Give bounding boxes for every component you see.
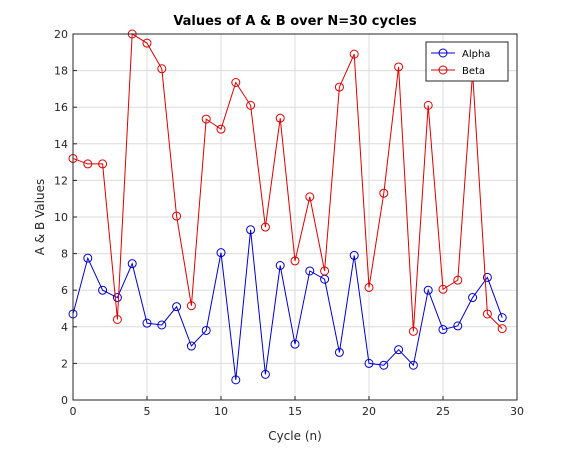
- data-point-beta: [349, 49, 359, 59]
- series-beta: [68, 29, 507, 336]
- data-point-alpha: [438, 325, 448, 335]
- legend-box: [425, 41, 509, 82]
- data-point-beta: [142, 38, 152, 48]
- data-point-alpha: [142, 318, 152, 328]
- data-point-alpha: [112, 293, 122, 303]
- data-point-beta: [231, 77, 241, 87]
- data-point-alpha: [260, 369, 270, 379]
- data-point-alpha: [497, 313, 507, 323]
- data-point-beta: [98, 159, 108, 169]
- legend-label: Alpha: [462, 49, 490, 60]
- legend-item-alpha: Alpha: [431, 48, 490, 60]
- data-point-alpha: [394, 345, 404, 355]
- data-point-beta: [364, 282, 374, 292]
- data-point-alpha: [334, 347, 344, 357]
- x-tick-label: 20: [362, 405, 376, 418]
- data-point-alpha: [423, 285, 433, 295]
- data-point-beta: [112, 314, 122, 324]
- data-point-beta: [290, 256, 300, 266]
- data-point-beta: [216, 124, 226, 134]
- data-point-beta: [408, 326, 418, 336]
- data-point-alpha: [453, 321, 463, 331]
- data-point-alpha: [379, 360, 389, 370]
- data-point-beta: [482, 309, 492, 319]
- axis-ticks: 0 5 10 15 20 25 30 0 2 4 6 8 10 12 14 16 18 20: [54, 28, 524, 418]
- data-point-beta: [320, 266, 330, 276]
- data-point-beta: [305, 192, 315, 202]
- data-point-beta: [83, 159, 93, 169]
- data-point-beta: [453, 275, 463, 285]
- data-point-beta: [334, 82, 344, 92]
- data-point-beta: [186, 301, 196, 311]
- x-tick-label: 15: [288, 405, 302, 418]
- data-point-alpha: [83, 253, 93, 263]
- y-tick-label: 0: [61, 394, 68, 407]
- data-point-alpha: [246, 225, 256, 235]
- legend-swatch-marker: [438, 65, 448, 75]
- x-tick-label: 0: [70, 405, 77, 418]
- data-point-alpha: [275, 260, 285, 270]
- y-tick-label: 2: [61, 357, 68, 370]
- data-point-beta: [423, 100, 433, 110]
- x-tick-label: 5: [144, 405, 151, 418]
- data-point-alpha: [468, 293, 478, 303]
- data-point-beta: [275, 113, 285, 123]
- data-point-alpha: [186, 341, 196, 351]
- legend: Alpha Beta: [425, 41, 509, 82]
- data-point-beta: [394, 62, 404, 72]
- y-axis-label: A & B Values: [33, 179, 47, 255]
- data-point-beta: [157, 64, 167, 74]
- y-tick-label: 18: [54, 65, 68, 78]
- data-point-beta: [260, 222, 270, 232]
- data-point-alpha: [231, 375, 241, 385]
- plot-frame: [72, 33, 518, 401]
- data-point-alpha: [364, 358, 374, 368]
- x-tick-label: 10: [214, 405, 228, 418]
- series-group: [68, 29, 507, 385]
- data-point-alpha: [408, 360, 418, 370]
- x-tick-label: 30: [510, 405, 524, 418]
- data-point-beta: [379, 188, 389, 198]
- data-point-alpha: [349, 250, 359, 260]
- y-tick-label: 6: [61, 284, 68, 297]
- data-point-beta: [497, 324, 507, 334]
- data-point-alpha: [127, 259, 137, 269]
- y-tick-label: 8: [61, 248, 68, 261]
- y-tick-label: 16: [54, 101, 68, 114]
- y-tick-label: 20: [54, 28, 68, 41]
- series-line-beta: [72, 33, 503, 332]
- data-point-alpha: [98, 285, 108, 295]
- y-tick-label: 12: [54, 174, 68, 187]
- data-point-beta: [172, 211, 182, 221]
- x-tick-label: 25: [436, 405, 450, 418]
- data-point-beta: [201, 114, 211, 124]
- data-point-alpha: [290, 339, 300, 349]
- data-point-alpha: [482, 272, 492, 282]
- data-point-alpha: [305, 266, 315, 276]
- x-axis-label: Cycle (n): [268, 429, 322, 443]
- data-point-beta: [438, 284, 448, 294]
- y-tick-label: 4: [61, 321, 68, 334]
- y-tick-label: 10: [54, 211, 68, 224]
- data-point-alpha: [172, 302, 182, 312]
- grid: [72, 33, 518, 401]
- series-line-alpha: [72, 229, 503, 380]
- data-point-alpha: [201, 325, 211, 335]
- series-alpha: [68, 225, 507, 385]
- chart-title: Values of A & B over N=30 cycles: [173, 14, 417, 29]
- data-point-beta: [246, 100, 256, 110]
- legend-swatch-marker: [438, 48, 448, 58]
- y-tick-label: 14: [54, 138, 68, 151]
- data-point-alpha: [216, 248, 226, 258]
- legend-label: Beta: [462, 66, 485, 77]
- legend-item-beta: Beta: [431, 65, 485, 77]
- data-point-alpha: [157, 320, 167, 330]
